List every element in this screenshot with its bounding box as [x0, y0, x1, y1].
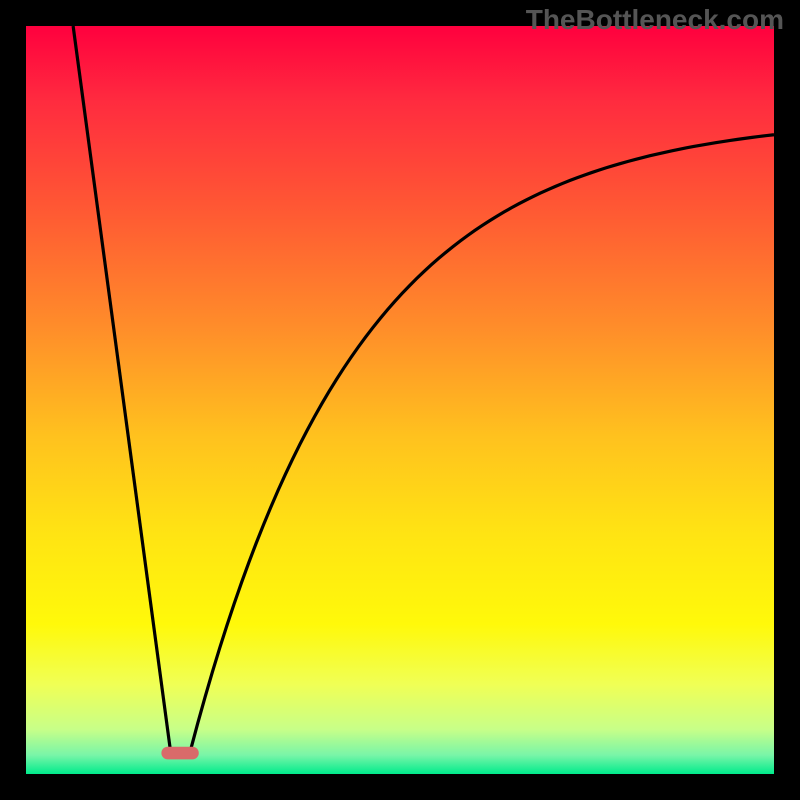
plot-background [26, 26, 774, 774]
minimum-marker [161, 747, 198, 760]
chart-svg [0, 0, 800, 800]
bottleneck-chart: TheBottleneck.com [0, 0, 800, 800]
watermark-text: TheBottleneck.com [526, 4, 784, 36]
